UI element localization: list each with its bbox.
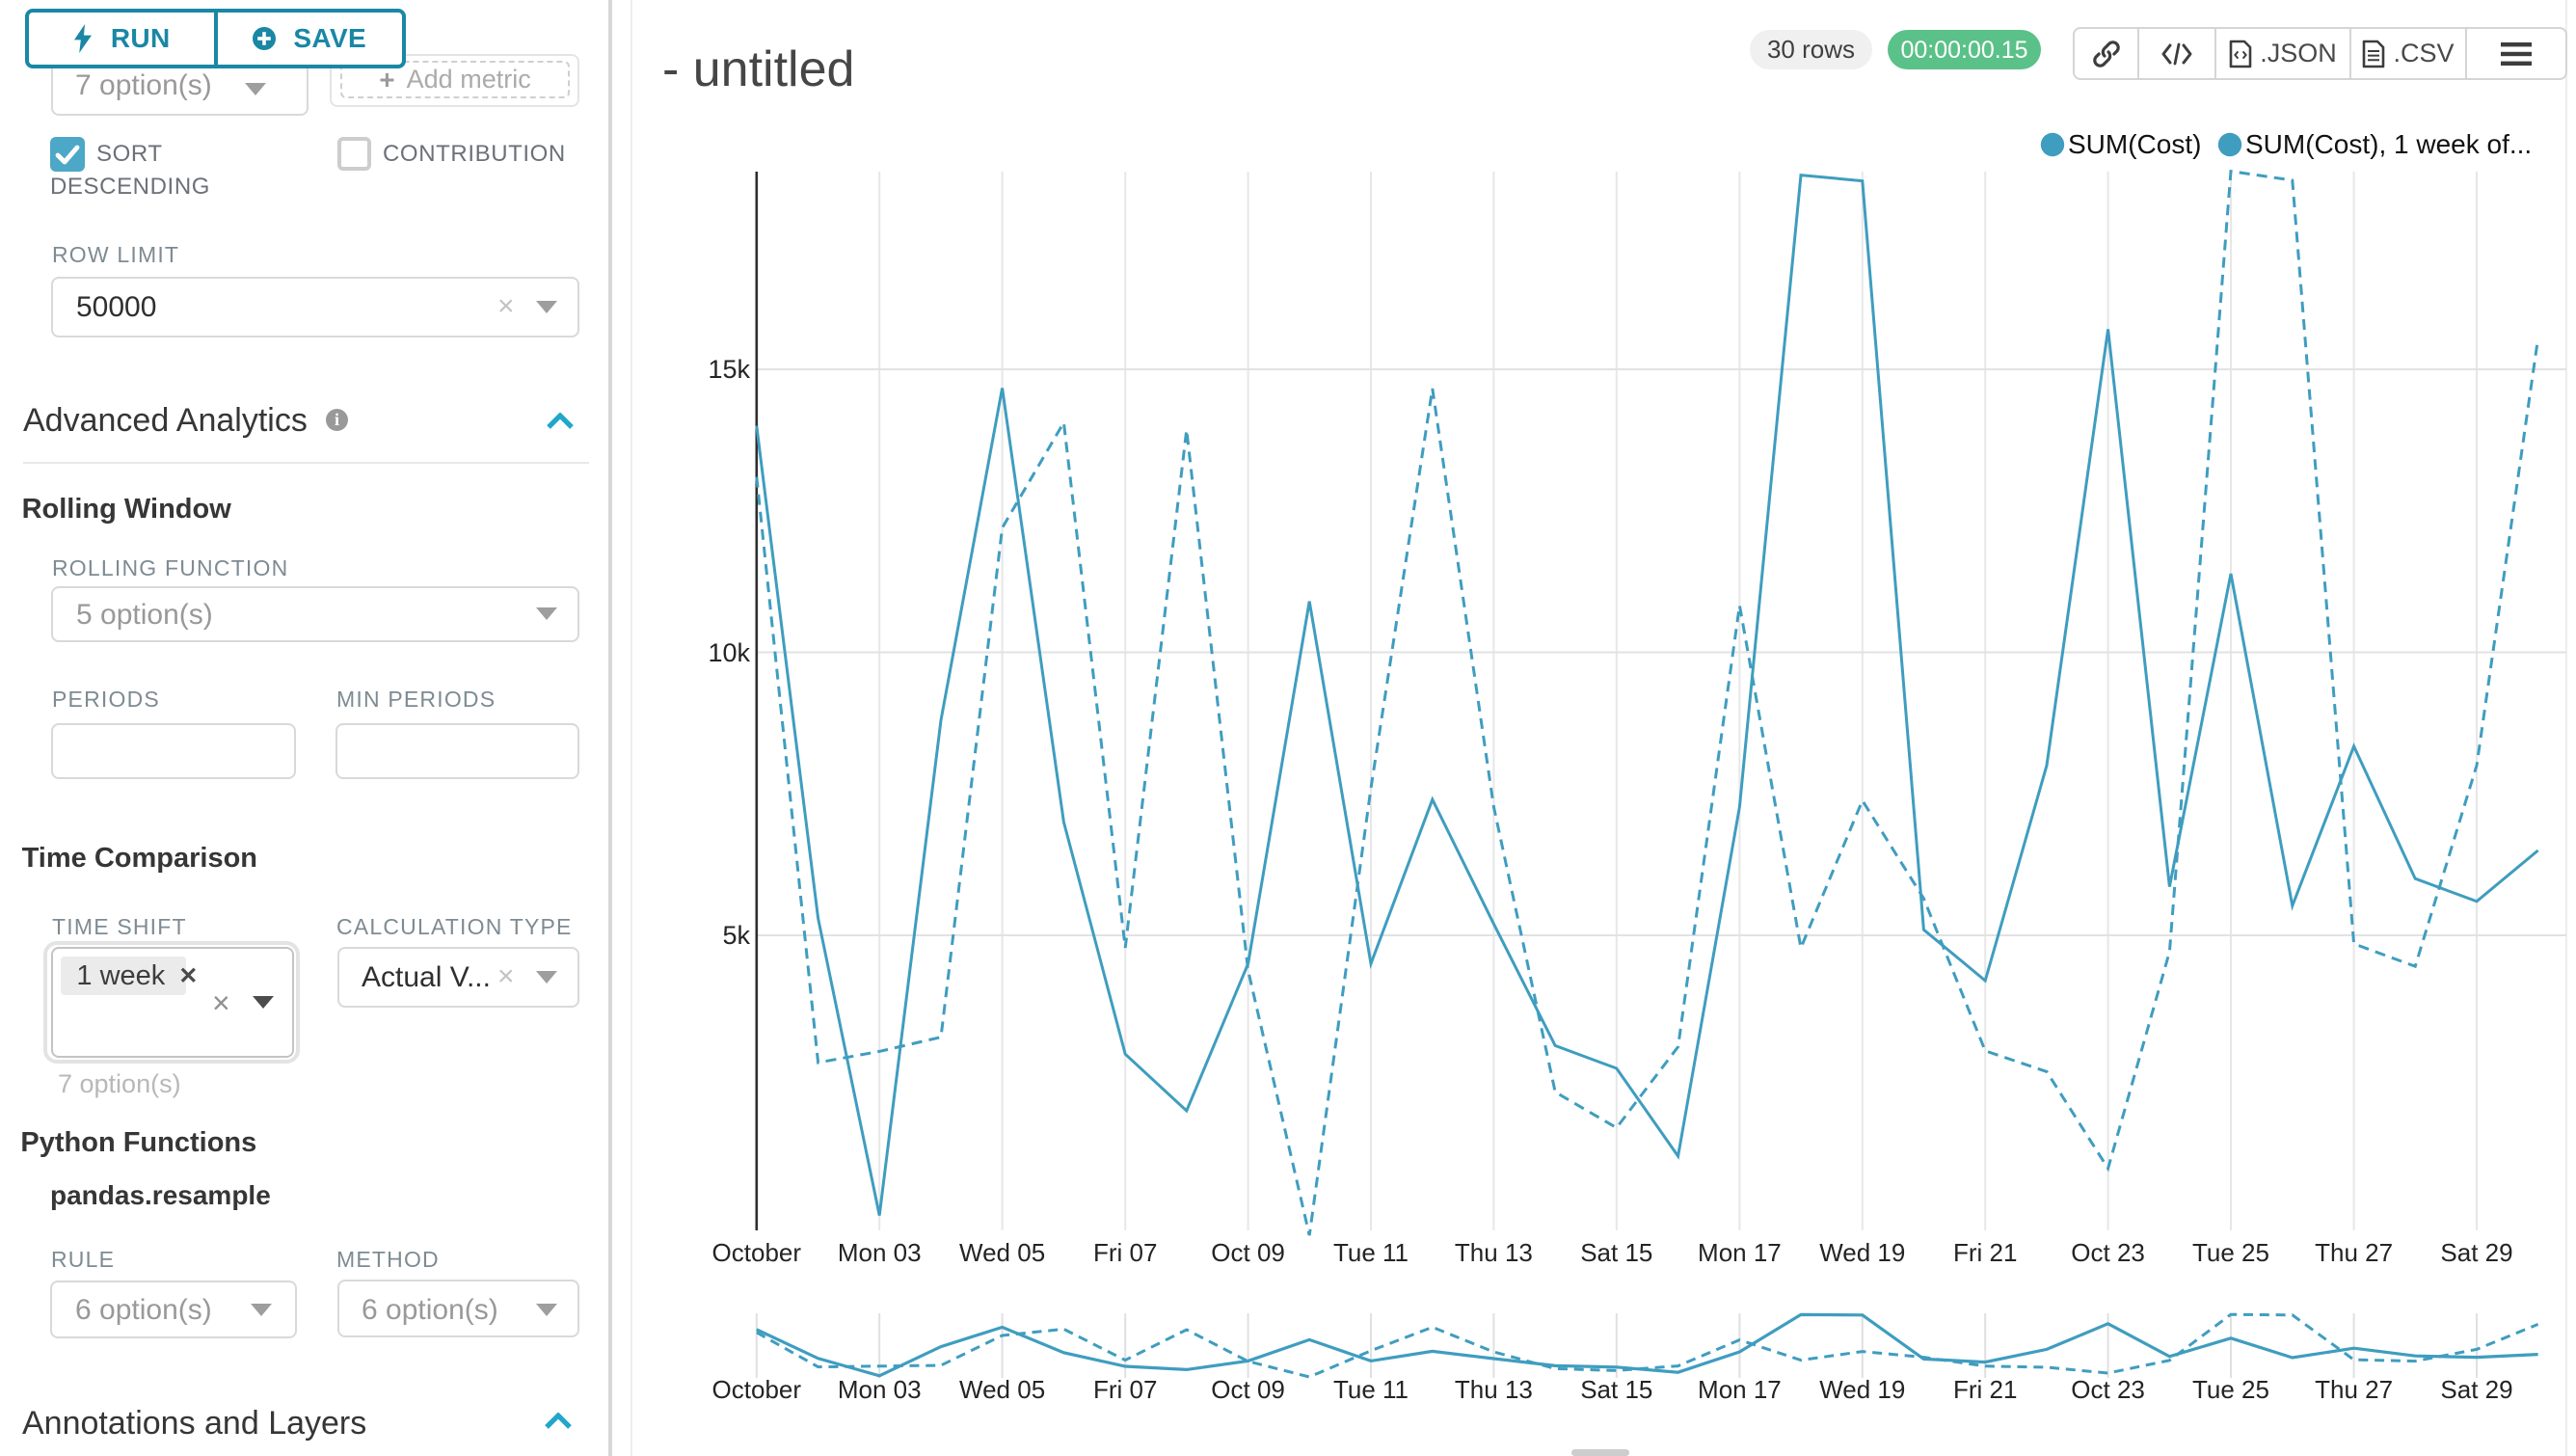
svg-text:Fri 21: Fri 21 <box>1953 1238 2017 1267</box>
svg-text:Oct 23: Oct 23 <box>2071 1375 2145 1404</box>
svg-text:Oct 09: Oct 09 <box>1211 1375 1285 1404</box>
svg-text:Mon 03: Mon 03 <box>838 1375 922 1404</box>
svg-text:Tue 25: Tue 25 <box>2192 1238 2269 1267</box>
svg-text:Mon 17: Mon 17 <box>1698 1238 1782 1267</box>
svg-text:SUM(Cost), 1 week of...: SUM(Cost), 1 week of... <box>2245 129 2532 159</box>
svg-text:5k: 5k <box>722 921 750 950</box>
svg-text:15k: 15k <box>708 355 750 384</box>
svg-text:Thu 27: Thu 27 <box>2315 1238 2393 1267</box>
svg-text:Sat 15: Sat 15 <box>1580 1375 1652 1404</box>
svg-text:October: October <box>712 1375 802 1404</box>
svg-text:Wed 05: Wed 05 <box>959 1375 1045 1404</box>
svg-text:Oct 23: Oct 23 <box>2071 1238 2145 1267</box>
svg-text:Sat 29: Sat 29 <box>2440 1375 2512 1404</box>
svg-text:Mon 17: Mon 17 <box>1698 1375 1782 1404</box>
svg-text:Sat 29: Sat 29 <box>2440 1238 2512 1267</box>
svg-text:Sat 15: Sat 15 <box>1580 1238 1652 1267</box>
svg-text:10k: 10k <box>708 638 750 667</box>
svg-text:Oct 09: Oct 09 <box>1211 1238 1285 1267</box>
svg-text:Fri 07: Fri 07 <box>1093 1375 1157 1404</box>
svg-text:Tue 11: Tue 11 <box>1333 1238 1409 1267</box>
svg-text:Thu 27: Thu 27 <box>2315 1375 2393 1404</box>
svg-text:Fri 07: Fri 07 <box>1093 1238 1157 1267</box>
svg-text:SUM(Cost): SUM(Cost) <box>2068 129 2201 159</box>
svg-text:Thu 13: Thu 13 <box>1455 1375 1533 1404</box>
svg-text:Tue 25: Tue 25 <box>2192 1375 2269 1404</box>
svg-text:Tue 11: Tue 11 <box>1333 1375 1409 1404</box>
svg-text:Mon 03: Mon 03 <box>838 1238 922 1267</box>
svg-text:Fri 21: Fri 21 <box>1953 1375 2017 1404</box>
svg-text:Thu 13: Thu 13 <box>1455 1238 1533 1267</box>
svg-text:Wed 19: Wed 19 <box>1819 1375 1905 1404</box>
svg-text:Wed 05: Wed 05 <box>959 1238 1045 1267</box>
svg-text:October: October <box>712 1238 802 1267</box>
svg-text:Wed 19: Wed 19 <box>1819 1238 1905 1267</box>
